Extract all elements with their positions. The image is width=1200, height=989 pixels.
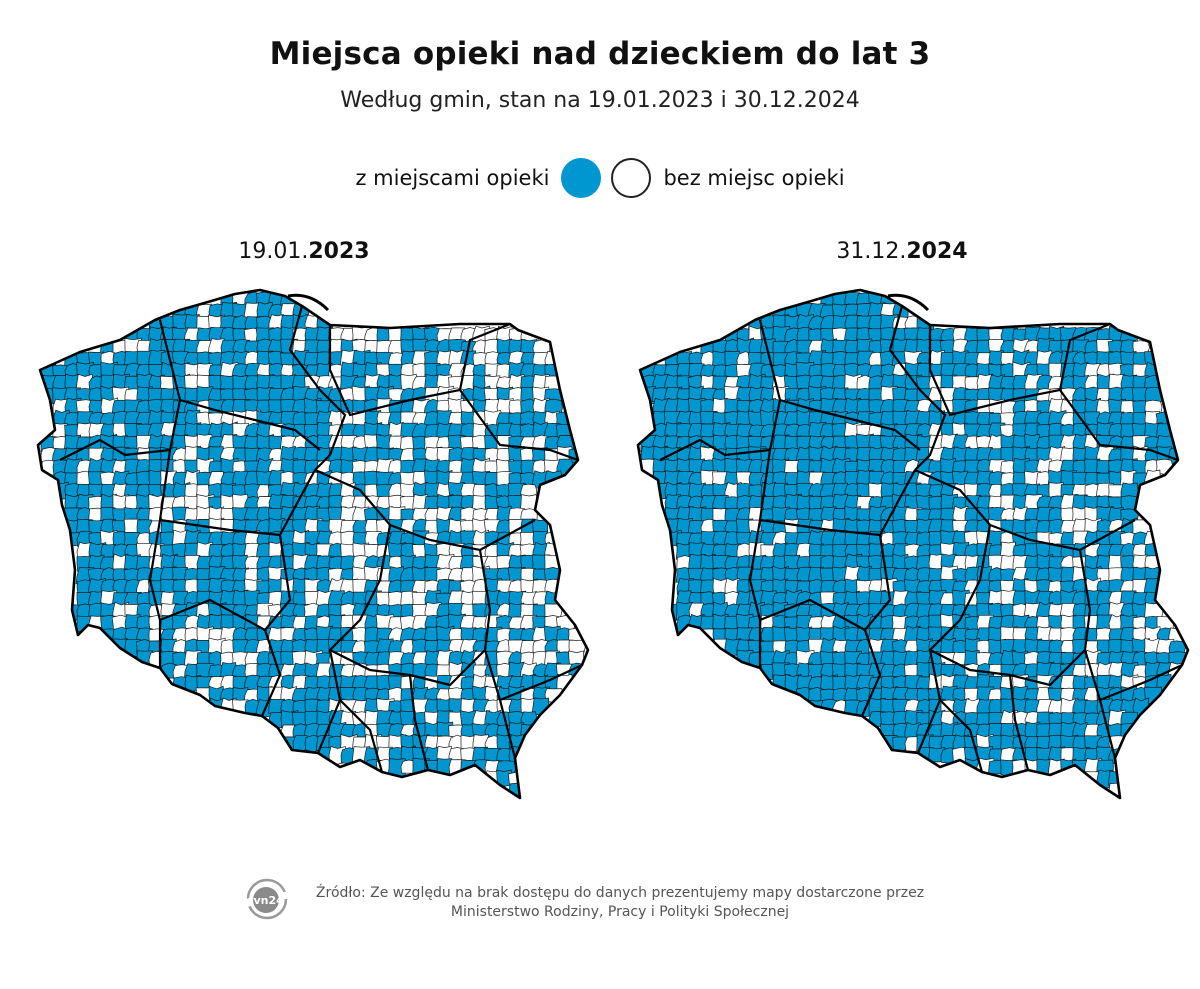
chart-title: Miejsca opieki nad dzieckiem do lat 3: [269, 36, 931, 72]
municipality-cells: [638, 290, 1188, 798]
voivodeship-border: [408, 674, 430, 771]
country-outline: [36, 288, 590, 800]
source-line-1: Źródło: Ze względu na brak dostępu do da…: [315, 885, 925, 901]
voivodeship-border: [288, 305, 347, 471]
voivodeship-border: [1059, 389, 1179, 462]
legend-with-care-label: z miejscami opieki: [355, 166, 550, 190]
country-outline: [636, 288, 1190, 800]
voivodeship-border: [339, 699, 384, 773]
voivodeship-border: [179, 398, 321, 451]
voivodeship-border: [316, 524, 392, 754]
logo-text: tvn24: [248, 894, 284, 907]
voivodeship-border: [748, 449, 772, 668]
map-2023-date-prefix: 19.01.: [238, 239, 309, 264]
source-note: Źródło: Ze względu na brak dostępu do da…: [300, 884, 940, 922]
voivodeship-border: [888, 305, 947, 471]
poland-map-2023: [36, 288, 590, 800]
hel-peninsula: [287, 293, 330, 312]
voivodeship-border: [328, 322, 511, 417]
voivodeship-border: [759, 469, 916, 537]
legend-without-care-swatch-icon: [611, 158, 652, 198]
legend-without-care-label: bez miejsc opieki: [663, 166, 845, 190]
voivodeship-border: [914, 468, 1136, 552]
voivodeship-border: [1008, 674, 1030, 771]
voivodeship-border: [928, 322, 1111, 417]
chart-subtitle: Według gmin, stan na 19.01.2023 i 30.12.…: [340, 88, 860, 113]
tvn24-logo-icon: tvn24: [246, 878, 288, 920]
voivodeship-border: [759, 598, 866, 631]
voivodeship-border: [659, 319, 782, 461]
voivodeship-border: [499, 664, 583, 702]
poland-map-2024: [636, 288, 1190, 800]
map-2024-date-prefix: 31.12.: [836, 239, 907, 264]
source-line-2: Ministerstwo Rodziny, Pracy i Polityki S…: [450, 904, 790, 920]
map-2024-date: 31.12.2024: [752, 239, 1052, 264]
map-2024-date-year: 2024: [906, 239, 968, 264]
municipality-cells: [38, 290, 588, 798]
voivodeship-border: [1099, 664, 1183, 702]
legend: z miejscami opieki bez miejsc opieki: [0, 158, 1200, 198]
voivodeship-border: [159, 469, 316, 537]
voivodeship-border: [159, 598, 266, 631]
voivodeship-border: [148, 449, 172, 668]
voivodeship-border: [59, 319, 182, 461]
voivodeship-border: [939, 699, 984, 773]
voivodeship-border: [779, 398, 921, 451]
voivodeship-border: [916, 524, 992, 754]
hel-peninsula: [887, 293, 930, 312]
legend-with-care-swatch-icon: [561, 158, 602, 198]
voivodeship-border: [314, 468, 536, 552]
map-2023-date: 19.01.2023: [154, 239, 454, 264]
map-2023-date-year: 2023: [308, 239, 370, 264]
voivodeship-border: [459, 389, 579, 462]
